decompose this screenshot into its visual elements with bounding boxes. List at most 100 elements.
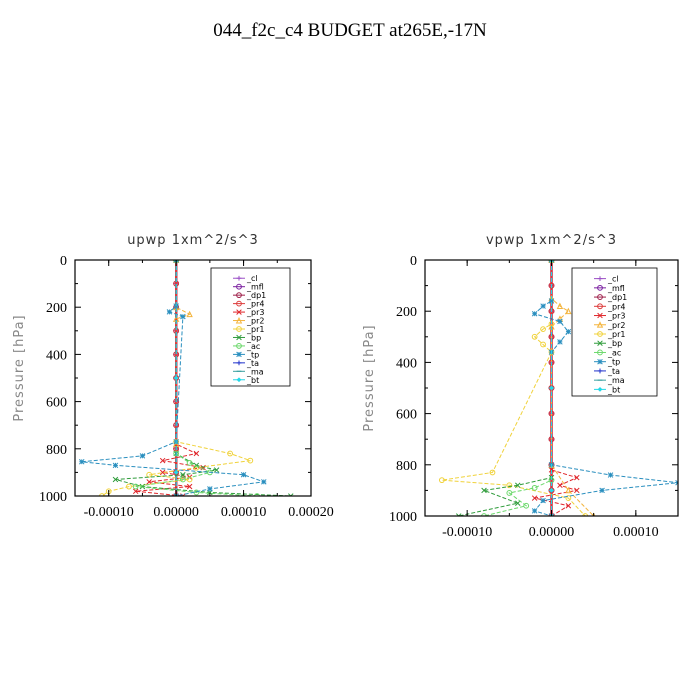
data-point-tp <box>540 497 546 504</box>
series-line-ac <box>483 260 552 516</box>
legend-label: _pr1 <box>607 330 625 339</box>
legend-label: _pr4 <box>607 302 625 311</box>
legend-marker <box>597 368 603 374</box>
legend-box <box>571 267 658 397</box>
data-point-tp <box>240 472 247 478</box>
legend-marker <box>236 360 242 366</box>
series-line-pr3 <box>135 260 204 496</box>
legend-marker <box>236 351 242 358</box>
x-tick-label: 0.00000 <box>153 505 199 520</box>
data-point-tp <box>78 459 85 465</box>
data-point-ac <box>506 490 513 496</box>
legend-box <box>210 267 291 387</box>
data-point-pr3 <box>132 488 139 495</box>
data-point-bt <box>549 385 554 391</box>
y-tick-label: 800 <box>46 443 67 458</box>
legend-label: _ac <box>607 348 621 357</box>
legend-marker <box>597 340 603 346</box>
legend-label: _pr1 <box>246 325 264 334</box>
y-tick-label: 400 <box>46 348 67 363</box>
legend-marker <box>597 331 603 337</box>
data-point-tp <box>531 311 538 317</box>
legend-marker <box>597 276 603 282</box>
data-point-pr1 <box>489 469 496 476</box>
legend-label: _pr3 <box>246 308 264 317</box>
legend-label: _bt <box>607 385 620 394</box>
legend-marker <box>235 317 243 324</box>
data-point-bp <box>481 487 487 494</box>
data-point-pr1 <box>540 341 546 348</box>
legend-label: _dp1 <box>607 293 627 302</box>
legend-marker <box>236 343 242 349</box>
legend-marker <box>236 292 242 299</box>
legend-label: _tp <box>246 350 259 359</box>
data-point-pr1 <box>146 471 153 478</box>
data-point-tp <box>112 462 119 469</box>
y-tick-label: 600 <box>46 396 67 411</box>
panel-title: vpwp 1xm^2/s^3 <box>486 233 617 248</box>
data-point-tp <box>166 309 173 315</box>
data-point-pr3 <box>159 469 166 476</box>
data-point-tp <box>207 486 213 492</box>
data-point-pr3 <box>186 483 193 490</box>
data-point-pr1 <box>540 326 546 333</box>
y-tick-label: 400 <box>396 356 417 371</box>
legend-label: _bp <box>246 333 261 342</box>
data-point-pr3 <box>146 479 152 485</box>
data-point-pr2 <box>186 310 193 318</box>
legend-label: _bt <box>246 376 259 385</box>
legend-marker <box>236 334 242 341</box>
series-line-tp <box>81 260 264 496</box>
legend-label: _mfl <box>607 284 625 293</box>
data-point-tp <box>173 303 179 309</box>
legend-label: _mfl <box>246 283 264 292</box>
data-point-bp <box>515 482 521 489</box>
legend: _cl_mfl_dp1_pr4_pr3_pr2_pr1_bp_ac_tp_ta_… <box>210 267 291 387</box>
series-line-pr3 <box>534 260 579 516</box>
legend-marker <box>597 349 603 356</box>
legend-marker <box>236 300 242 307</box>
data-point-pr1 <box>565 495 572 501</box>
data-point-tp <box>139 453 146 459</box>
x-tick-label: -0.00010 <box>84 505 134 520</box>
series-group <box>438 260 678 516</box>
legend-marker <box>597 358 603 365</box>
data-point-pr3 <box>531 495 538 501</box>
series-line-bp <box>458 260 552 516</box>
legend-marker <box>236 326 242 332</box>
data-point-tp <box>180 313 186 320</box>
legend-label: _ma <box>246 367 264 376</box>
data-point-ac <box>523 502 530 509</box>
legend-label: _cl <box>607 275 619 284</box>
data-point-pr3 <box>574 487 580 494</box>
data-point-bp <box>288 493 294 496</box>
data-point-pr1 <box>99 493 105 496</box>
data-point-bp <box>180 472 186 478</box>
data-point-bp <box>213 467 220 473</box>
legend-marker <box>236 377 242 383</box>
legend-marker <box>236 275 242 281</box>
y-axis-label: Pressure [hPa] <box>362 324 377 431</box>
data-point-bt <box>173 375 179 381</box>
legend: _cl_mfl_dp1_pr4_pr3_pr2_pr1_bp_ac_tp_ta_… <box>571 267 658 397</box>
data-point-pr1 <box>438 477 445 484</box>
y-tick-label: 1000 <box>389 510 417 525</box>
legend-marker <box>596 321 604 328</box>
data-point-pr2 <box>565 486 572 494</box>
legend-label: _pr4 <box>246 300 264 309</box>
data-point-bp <box>455 513 462 516</box>
legend-label: _ac <box>246 342 260 351</box>
legend-marker <box>236 309 242 315</box>
series-line-ac <box>135 260 258 496</box>
legend-label: _cl <box>246 274 258 283</box>
data-point-tp <box>557 339 563 345</box>
legend-label: _dp1 <box>246 291 266 300</box>
data-point-bt <box>173 470 179 475</box>
y-tick-label: 1000 <box>39 490 67 505</box>
data-point-bp <box>112 476 119 483</box>
legend-marker <box>597 312 603 319</box>
data-point-pr3 <box>193 450 200 457</box>
data-point-ac <box>531 484 538 491</box>
legend-marker <box>597 303 603 310</box>
data-point-tp <box>565 328 572 335</box>
